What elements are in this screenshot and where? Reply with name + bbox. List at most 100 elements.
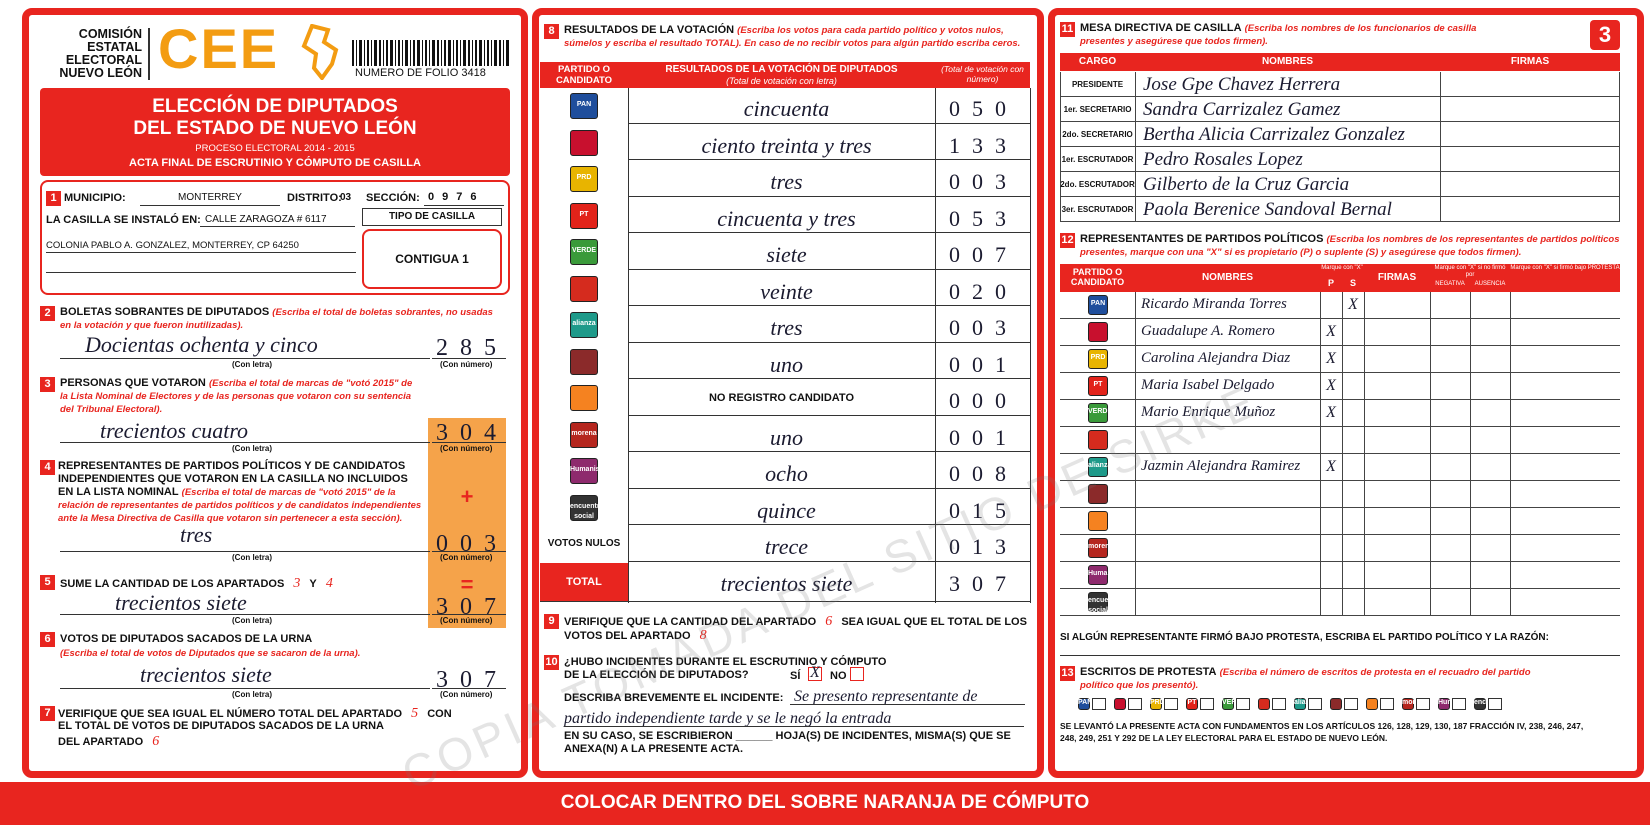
party-logo (1088, 511, 1108, 531)
col-rule (1364, 508, 1365, 535)
col-rule (1510, 562, 1511, 589)
col-rule (1342, 427, 1343, 454)
digits: 001 (949, 424, 1018, 450)
badge (1060, 233, 1075, 248)
number: 13 (1061, 667, 1074, 679)
col-rule (1135, 562, 1136, 589)
col-rule (1470, 373, 1471, 400)
checkbox (1380, 698, 1394, 710)
text-line: VERIFIQUE QUE SEA IGUAL EL NÚMERO TOTAL … (58, 706, 452, 723)
rule (628, 159, 1030, 160)
col-rule (1440, 197, 1441, 222)
checkbox (1452, 698, 1466, 710)
title: REPRESENTANTES DE PARTIDOS POLÍTICOS (1080, 233, 1324, 245)
party-logo (570, 93, 598, 119)
cargo: 2do. ESCRUTADOR (1060, 180, 1135, 189)
total-digits: 307 (949, 570, 1018, 596)
party-logo (1088, 322, 1108, 342)
letter: tres (770, 315, 803, 340)
letter: (Con letra) (232, 690, 272, 699)
col-letter-sub: (Total de votación con letra) (726, 76, 837, 86)
badge (544, 24, 559, 39)
badge (46, 191, 61, 206)
col-rule (1364, 454, 1365, 481)
digits: 133 (949, 132, 1018, 158)
col-rule (1342, 481, 1343, 508)
col-rule (1364, 427, 1365, 454)
line1: VERIFIQUE QUE SEA IGUAL EL NÚMERO TOTAL … (58, 708, 403, 720)
col-rule (1135, 97, 1136, 122)
p: X (1326, 377, 1336, 394)
col-rule (1135, 508, 1136, 535)
party-logo (570, 202, 598, 229)
party-logo (1222, 698, 1234, 710)
col-rule (1364, 346, 1365, 373)
checkbox (850, 667, 864, 681)
party-logo (1474, 698, 1486, 710)
checkbox (1128, 698, 1142, 710)
instruction: (Escriba los votos para cada partido pol… (564, 25, 1021, 49)
checkbox (1308, 698, 1322, 710)
section1-box (40, 180, 510, 295)
letter: cincuenta (743, 96, 830, 121)
operator: + (460, 484, 474, 509)
number: (Con número) (440, 360, 493, 369)
name: Guadalupe A. Romero (1141, 323, 1275, 339)
col-p: P (1327, 278, 1334, 288)
col-rule (1440, 122, 1441, 147)
letter: veinte (760, 278, 813, 304)
title: MESA DIRECTIVA DE CASILLA (1080, 22, 1242, 34)
number: 9 (548, 615, 555, 627)
col-rule (1510, 319, 1511, 346)
tipo-label: TIPO DE CASILLA (388, 211, 476, 222)
col-rule (1470, 535, 1471, 562)
conj: Y (309, 578, 317, 590)
checkbox (1344, 698, 1358, 710)
party-logo (1330, 698, 1342, 710)
party-logo (570, 421, 598, 448)
col-rule (1510, 481, 1511, 508)
logo: Humanista (1088, 570, 1108, 577)
table-row (1060, 319, 1620, 346)
rule (432, 442, 506, 443)
p: X (1326, 458, 1336, 475)
text-line: REPRESENTANTES DE PARTIDOS POLÍTICOS Y D… (58, 460, 426, 525)
col-cargo: CARGO (1078, 56, 1117, 67)
rule (628, 451, 1030, 452)
distrito: 03 (340, 192, 352, 203)
line1: VERIFIQUE QUE LA CANTIDAD DEL APARTADO (564, 616, 817, 628)
table-row (1060, 197, 1620, 222)
checkbox (1200, 698, 1214, 710)
distrito-label: DISTRITO: (287, 192, 342, 204)
checkbox (1092, 698, 1106, 710)
digits: 020 (949, 278, 1018, 304)
logo: CEE (158, 17, 280, 80)
describe-label: DESCRIBA BREVEMENTE EL INCIDENTE: (564, 692, 784, 704)
party-logo (570, 312, 598, 338)
number: 11 (1061, 23, 1074, 35)
folio: NUMERO DE FOLIO 3418 (355, 67, 486, 79)
page-number: 3 (1598, 22, 1612, 47)
col-rule (1470, 319, 1471, 346)
text-line: VOTOS DEL APARTADO 8 (564, 628, 713, 645)
table-header (1060, 264, 1620, 292)
col-rule (1320, 373, 1321, 400)
digits: 304 (436, 420, 508, 446)
name: Bertha Alicia Carrizalez Gonzalez (1143, 124, 1405, 145)
col-rule (1510, 400, 1511, 427)
table-row (1060, 454, 1620, 481)
digits: 003 (949, 315, 1018, 340)
title: BOLETAS SOBRANTES DE DIPUTADOS (60, 306, 270, 318)
rule (1060, 655, 1620, 656)
badge (544, 655, 559, 670)
logo: alianza (1088, 462, 1108, 469)
digits: 015 (949, 497, 1018, 523)
letter: ciento treinta y tres (701, 132, 872, 158)
s: X (1348, 296, 1358, 313)
col-rule (1342, 292, 1343, 319)
name: Ricardo Miranda Torres (1141, 296, 1287, 312)
col-rule (1320, 562, 1321, 589)
col-rule (1320, 427, 1321, 454)
logo: VERDE (571, 247, 597, 254)
